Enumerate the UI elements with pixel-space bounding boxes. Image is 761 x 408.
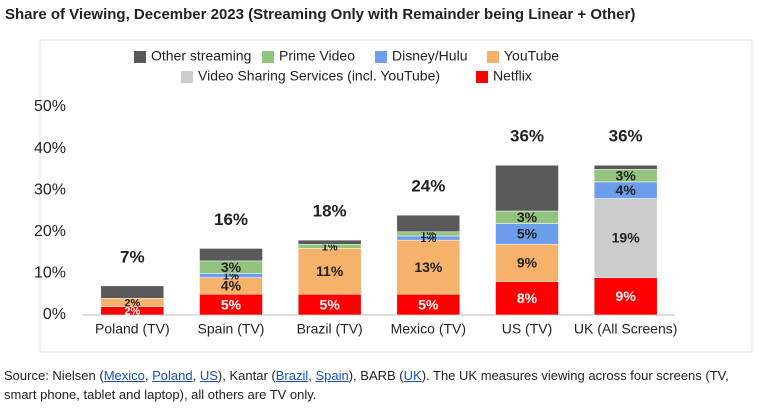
data-label: 3%	[517, 209, 538, 225]
source-link[interactable]: Spain	[315, 368, 349, 383]
bar-segment	[100, 285, 165, 299]
x-tick-label: US (TV)	[502, 321, 553, 337]
source-link[interactable]: Poland	[152, 368, 193, 383]
x-tick-label: Spain (TV)	[198, 321, 265, 337]
y-tick-label: 40%	[34, 140, 66, 157]
total-label: 24%	[411, 177, 445, 196]
chart: Share of Viewing, December 2023 (Streami…	[5, 6, 753, 353]
legend-label: YouTube	[504, 48, 559, 64]
source-text: Source: Nielsen (	[4, 368, 104, 383]
legend-label: Disney/Hulu	[392, 48, 467, 64]
y-tick-label: 30%	[34, 181, 66, 198]
source-link[interactable]: Mexico	[103, 368, 145, 383]
source-text: ), Kantar (	[217, 368, 276, 383]
data-label: 13%	[414, 259, 443, 275]
source-link[interactable]: UK	[403, 368, 422, 383]
data-label: 3%	[616, 167, 637, 183]
y-tick-label: 10%	[34, 265, 66, 282]
total-label: 36%	[609, 127, 643, 146]
chart-title: Share of Viewing, December 2023 (Streami…	[5, 6, 635, 23]
data-label: 19%	[612, 230, 641, 246]
source-note: Source: Nielsen (Mexico, Poland, US), Ka…	[4, 366, 754, 404]
source-text: ). The UK measures viewing across four s…	[4, 368, 729, 402]
data-label: 4%	[221, 278, 242, 294]
data-label: 11%	[316, 263, 344, 279]
bar-segment	[593, 198, 658, 278]
bar-segment	[199, 248, 263, 262]
bar-segment	[593, 164, 658, 170]
legend-swatch	[487, 51, 499, 63]
legend-label: Netflix	[493, 68, 532, 84]
legend-swatch	[476, 71, 488, 83]
bar-segment	[593, 277, 658, 316]
x-tick-label: Poland (TV)	[95, 321, 170, 337]
total-label: 36%	[510, 127, 544, 146]
source-link[interactable]: US	[199, 368, 218, 383]
data-label: 2%	[124, 306, 140, 318]
y-tick-label: 50%	[34, 98, 66, 115]
data-label: 9%	[517, 255, 538, 271]
total-label: 16%	[214, 210, 248, 229]
data-label: 5%	[320, 296, 341, 312]
y-tick-label: 0%	[43, 306, 66, 323]
bar-segment	[495, 281, 559, 316]
data-label: 8%	[517, 290, 538, 306]
source-text: ,	[144, 368, 153, 383]
source-link[interactable]: Brazil	[275, 368, 309, 383]
source-text: ,	[308, 368, 316, 383]
legend-label: Video Sharing Services (incl. YouTube)	[198, 68, 440, 84]
legend-label: Prime Video	[279, 48, 355, 64]
data-label: 5%	[418, 296, 439, 312]
bar-segment	[495, 164, 559, 212]
data-label: 5%	[517, 226, 538, 242]
data-label: 5%	[221, 296, 242, 312]
legend-swatch	[375, 51, 387, 63]
bar-segment	[297, 239, 362, 245]
y-tick-label: 20%	[34, 223, 66, 240]
bar-segment	[297, 248, 362, 295]
legend-swatch	[262, 51, 274, 63]
chart-frame	[39, 39, 753, 353]
x-tick-label: Mexico (TV)	[391, 321, 466, 337]
bar-segment	[396, 214, 461, 233]
data-label: 3%	[221, 259, 242, 275]
source-text: ), BARB (	[348, 368, 404, 383]
data-label: 2%	[124, 297, 140, 309]
total-label: 7%	[120, 247, 145, 266]
data-label: 9%	[616, 288, 637, 304]
legend-swatch	[134, 51, 146, 63]
bar-segment	[495, 244, 559, 282]
total-label: 18%	[313, 202, 347, 221]
legend-label: Other streaming	[151, 48, 251, 64]
legend-swatch	[181, 71, 193, 83]
source-text: ,	[192, 368, 200, 383]
data-label: 4%	[616, 182, 637, 198]
x-tick-label: Brazil (TV)	[297, 321, 363, 337]
x-tick-label: UK (All Screens)	[574, 321, 677, 337]
